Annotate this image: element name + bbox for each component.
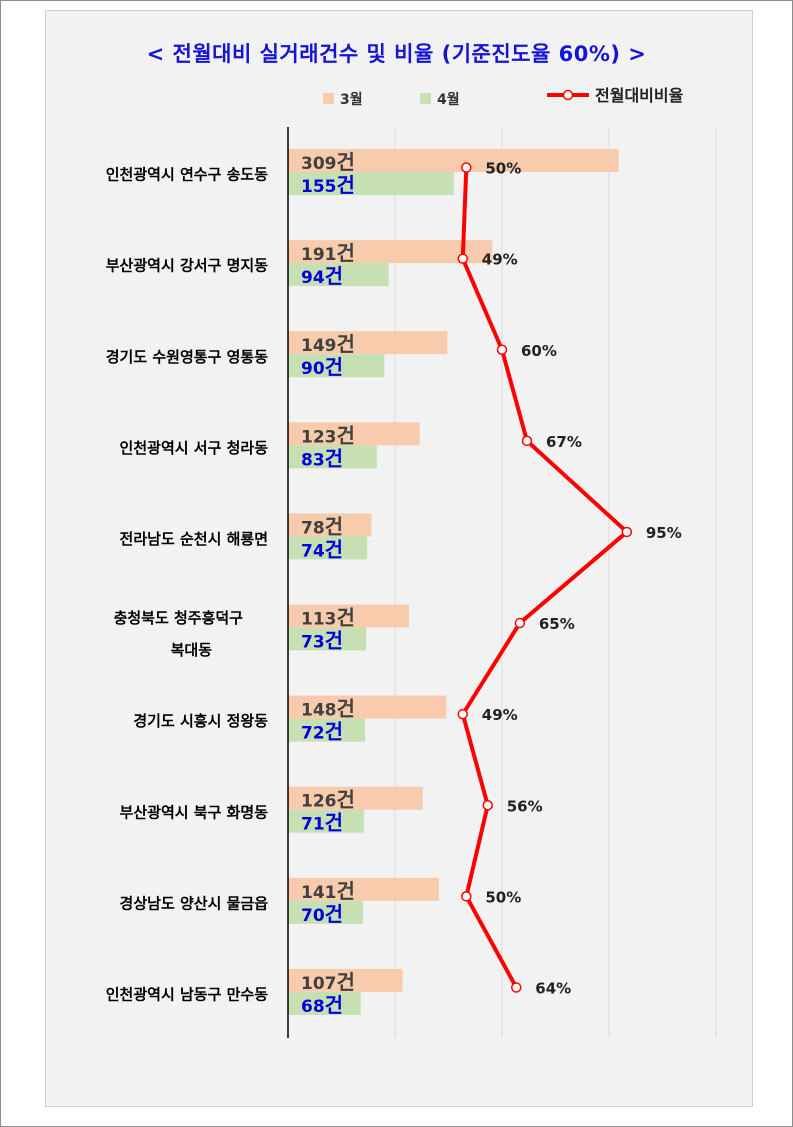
ratio-label: 49% xyxy=(482,706,518,724)
bar-value-label: 155건 xyxy=(301,173,355,197)
bar-value-label: 83건 xyxy=(301,446,343,470)
category-label: 복대동 xyxy=(171,641,213,659)
bar-march xyxy=(288,786,423,810)
bar-value-label: 191건 xyxy=(301,241,355,265)
bar-value-label: 123건 xyxy=(301,423,355,447)
bar-value-label: 73건 xyxy=(301,629,343,653)
bar-value-label: 149건 xyxy=(301,332,355,356)
ratio-label: 67% xyxy=(546,433,582,451)
bar-value-label: 126건 xyxy=(301,788,355,812)
ratio-point xyxy=(521,435,533,447)
ratio-label: 50% xyxy=(485,160,521,178)
legend-label-march: 3월 xyxy=(340,91,363,108)
bar-value-label: 68건 xyxy=(301,993,343,1017)
bar-value-label: 90건 xyxy=(301,355,343,379)
ratio-point xyxy=(514,617,526,629)
bar-march xyxy=(288,968,403,992)
bar-march xyxy=(288,331,448,355)
legend-swatch-march xyxy=(323,93,334,104)
bar-value-label: 72건 xyxy=(301,720,343,744)
bar-april xyxy=(288,809,364,833)
category-label: 부산광역시 강서구 명지동 xyxy=(106,257,268,275)
bar-value-label: 141건 xyxy=(301,879,355,903)
ratio-point xyxy=(496,344,508,355)
ratio-point xyxy=(461,162,472,173)
legend-marker-ratio xyxy=(562,89,574,101)
ratio-label: 50% xyxy=(485,888,521,906)
legend-label-april: 4월 xyxy=(437,91,460,108)
bar-april xyxy=(288,718,366,742)
category-label: 충청북도 청주흥덕구 xyxy=(114,609,244,627)
category-label: 인천광역시 남동구 만수동 xyxy=(106,985,268,1003)
bar-march xyxy=(288,240,493,264)
bar-value-label: 148건 xyxy=(301,697,355,721)
category-label: 인천광역시 서구 청라동 xyxy=(120,439,269,457)
ratio-line xyxy=(460,167,629,989)
bar-april xyxy=(288,354,385,378)
ratio-point xyxy=(457,253,469,264)
ratio-label: 60% xyxy=(521,342,557,360)
category-label: 경기도 시흥시 정왕동 xyxy=(133,712,268,730)
ratio-point xyxy=(511,982,522,993)
bar-march xyxy=(288,149,619,172)
bar-value-label: 113건 xyxy=(301,606,355,630)
bar-april xyxy=(288,172,454,195)
bar-value-label: 107건 xyxy=(301,970,355,994)
bar-value-label: 74건 xyxy=(301,537,343,561)
bar-value-label: 94건 xyxy=(301,264,343,288)
bar-april xyxy=(288,263,389,287)
bar-april xyxy=(288,627,367,651)
bar-march xyxy=(288,877,439,901)
ratio-label: 49% xyxy=(482,251,518,269)
ratio-point xyxy=(482,800,493,811)
category-label: 경상남도 양산시 물금읍 xyxy=(120,894,269,912)
ratio-label: 95% xyxy=(646,524,682,542)
bar-march xyxy=(288,422,420,446)
bar-value-label: 71건 xyxy=(301,811,343,835)
ratio-label: 56% xyxy=(507,797,543,815)
bar-april xyxy=(288,445,377,469)
legend-label-ratio: 전월대비비율 xyxy=(595,86,684,105)
bar-april xyxy=(288,991,361,1015)
bar-april xyxy=(288,900,363,924)
bar-value-label: 309건 xyxy=(301,150,355,174)
ratio-point xyxy=(461,891,472,902)
bar-value-label: 70건 xyxy=(301,902,343,926)
ratio-point xyxy=(457,708,469,720)
legend-swatch-april xyxy=(420,93,431,104)
chart-title: < 전월대비 실거래건수 및 비율 (기준진도율 60%) > xyxy=(146,42,647,66)
bar-april xyxy=(288,536,368,560)
bar-march xyxy=(288,513,372,537)
category-label: 전라남도 순천시 해룡면 xyxy=(120,530,268,548)
category-label: 부산광역시 북구 화명동 xyxy=(120,803,269,821)
category-label: 경기도 수원영통구 영통동 xyxy=(106,348,268,366)
bar-march xyxy=(288,604,409,628)
bar-march xyxy=(288,695,447,719)
ratio-point xyxy=(621,526,633,538)
category-label: 인천광역시 연수구 송도동 xyxy=(106,166,268,184)
ratio-label: 64% xyxy=(535,979,571,997)
bar-value-label: 78건 xyxy=(301,514,343,538)
ratio-label: 65% xyxy=(539,615,575,633)
